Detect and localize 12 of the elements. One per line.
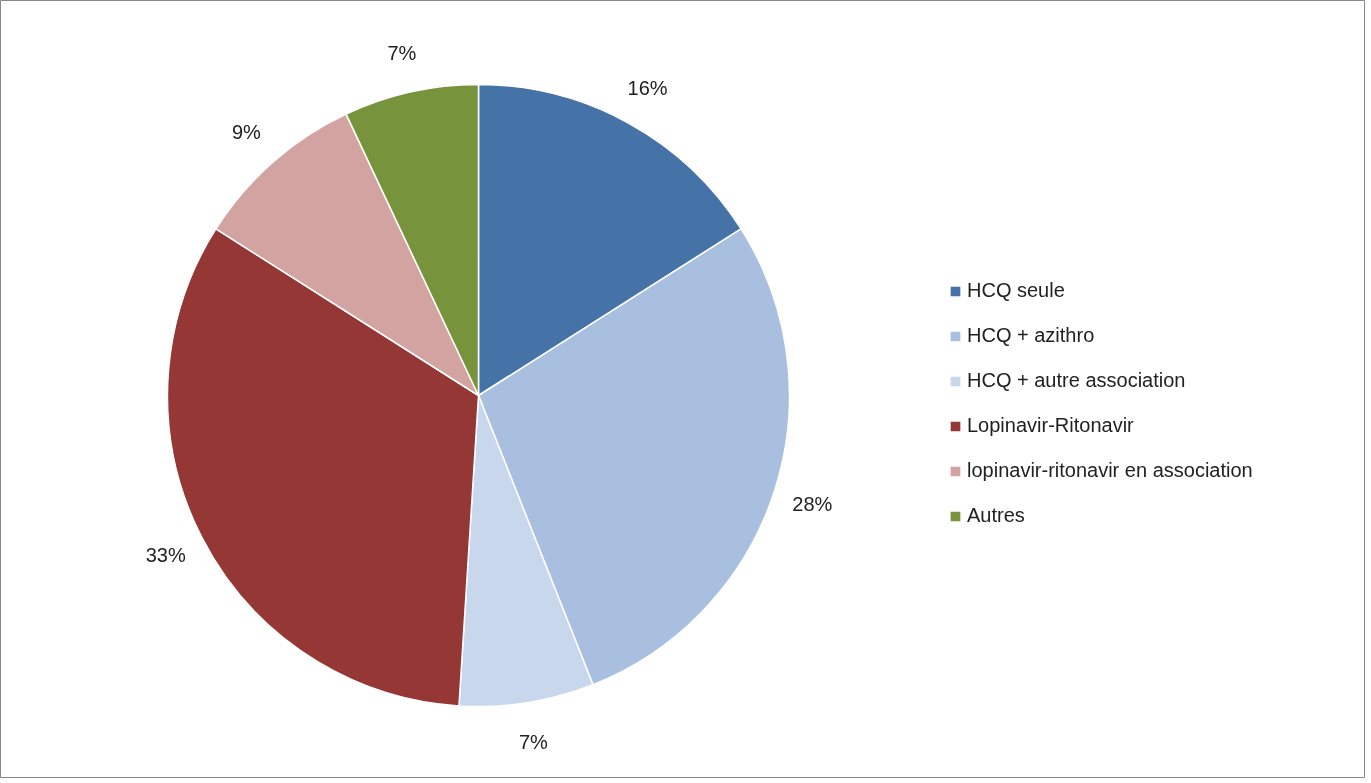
legend-label: Autres [967, 504, 1025, 527]
legend-label: lopinavir-ritonavir en association [967, 459, 1253, 482]
data-label: 33% [145, 543, 186, 566]
legend-label: Lopinavir-Ritonavir [967, 414, 1134, 437]
data-label: 7% [518, 731, 549, 754]
legend-label: HCQ seule [967, 279, 1065, 302]
legend-label: HCQ + azithro [967, 324, 1095, 347]
data-label: 16% [627, 76, 668, 99]
data-label: 28% [792, 492, 833, 515]
data-label: 7% [387, 41, 417, 64]
data-label: 9% [231, 121, 262, 144]
legend-label: HCQ + autre association [967, 369, 1186, 392]
